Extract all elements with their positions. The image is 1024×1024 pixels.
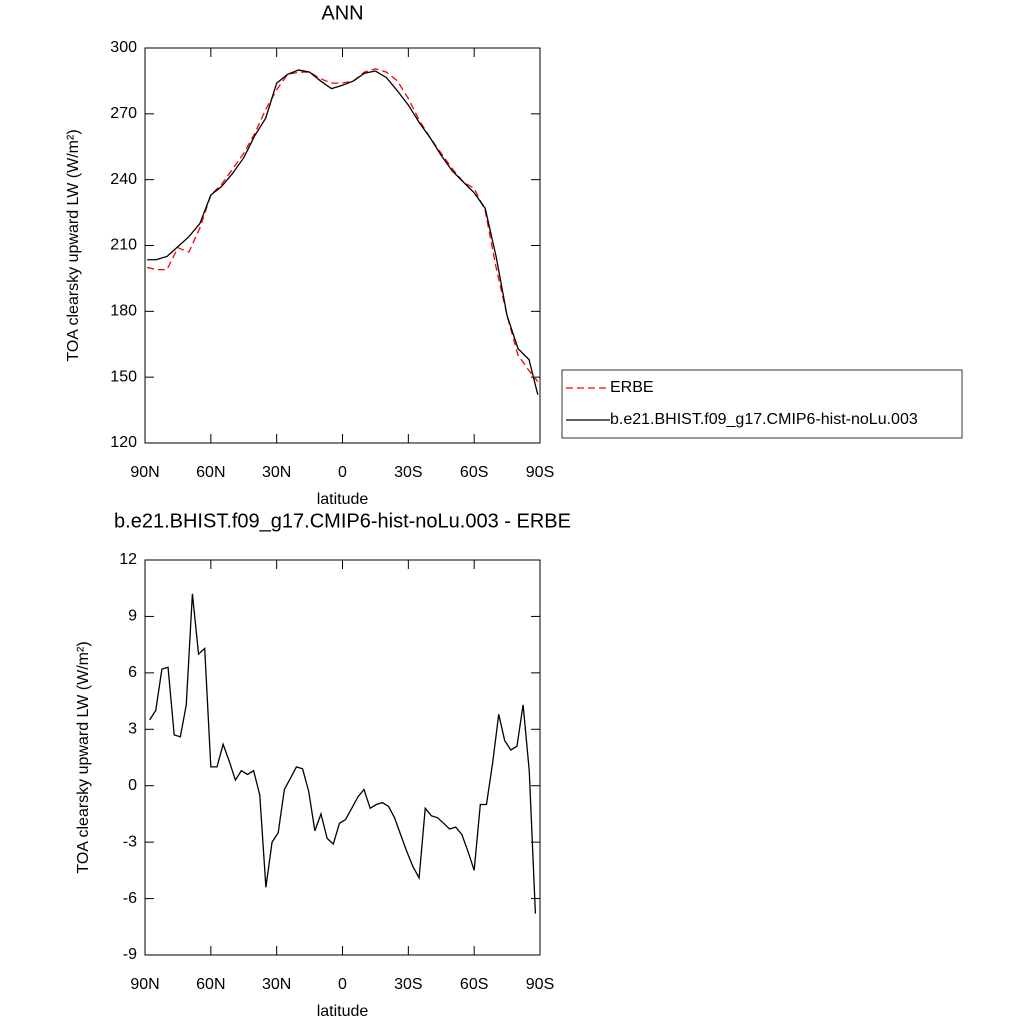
data-line <box>147 68 539 382</box>
chart-title: b.e21.BHIST.f09_g17.CMIP6-hist-noLu.003 … <box>114 510 571 532</box>
y-tick-label: 300 <box>110 39 137 56</box>
y-tick-label: -6 <box>123 890 137 907</box>
chart-title: ANN <box>321 2 363 24</box>
x-tick-label: 90N <box>130 976 159 993</box>
y-axis-label: TOA clearsky upward LW (W/m²) <box>65 129 82 361</box>
y-tick-label: 9 <box>128 608 137 625</box>
x-tick-label: 90S <box>526 464 554 481</box>
x-tick-label: 0 <box>338 464 347 481</box>
legend-label: ERBE <box>610 379 654 396</box>
data-line <box>149 593 537 914</box>
y-tick-label: 240 <box>110 171 137 188</box>
x-tick-label: 30S <box>394 976 422 993</box>
x-tick-label: 60N <box>196 976 225 993</box>
y-tick-label: -9 <box>123 946 137 963</box>
y-tick-label: 6 <box>128 664 137 681</box>
y-tick-label: 150 <box>110 368 137 385</box>
x-axis-label: latitude <box>317 491 369 508</box>
y-tick-label: 12 <box>119 551 137 568</box>
data-line <box>147 69 539 395</box>
x-tick-label: 30N <box>262 976 291 993</box>
x-tick-label: 60S <box>460 464 488 481</box>
x-tick-label: 0 <box>338 976 347 993</box>
x-axis-label: latitude <box>317 1003 369 1020</box>
legend-label: b.e21.BHIST.f09_g17.CMIP6-hist-noLu.003 <box>610 411 918 428</box>
y-tick-label: 3 <box>128 721 137 738</box>
y-tick-label: 120 <box>110 434 137 451</box>
x-tick-label: 30S <box>394 464 422 481</box>
x-tick-label: 30N <box>262 464 291 481</box>
y-tick-label: 180 <box>110 303 137 320</box>
x-tick-label: 90N <box>130 464 159 481</box>
plot-frame <box>144 47 541 444</box>
y-tick-label: 0 <box>128 777 137 794</box>
x-tick-label: 90S <box>526 976 554 993</box>
y-axis-label: TOA clearsky upward LW (W/m²) <box>75 641 92 873</box>
legend-box <box>561 369 963 439</box>
y-tick-label: 210 <box>110 237 137 254</box>
y-tick-label: -3 <box>123 833 137 850</box>
x-tick-label: 60N <box>196 464 225 481</box>
plot-frame <box>144 559 541 956</box>
y-tick-label: 270 <box>110 105 137 122</box>
x-tick-label: 60S <box>460 976 488 993</box>
